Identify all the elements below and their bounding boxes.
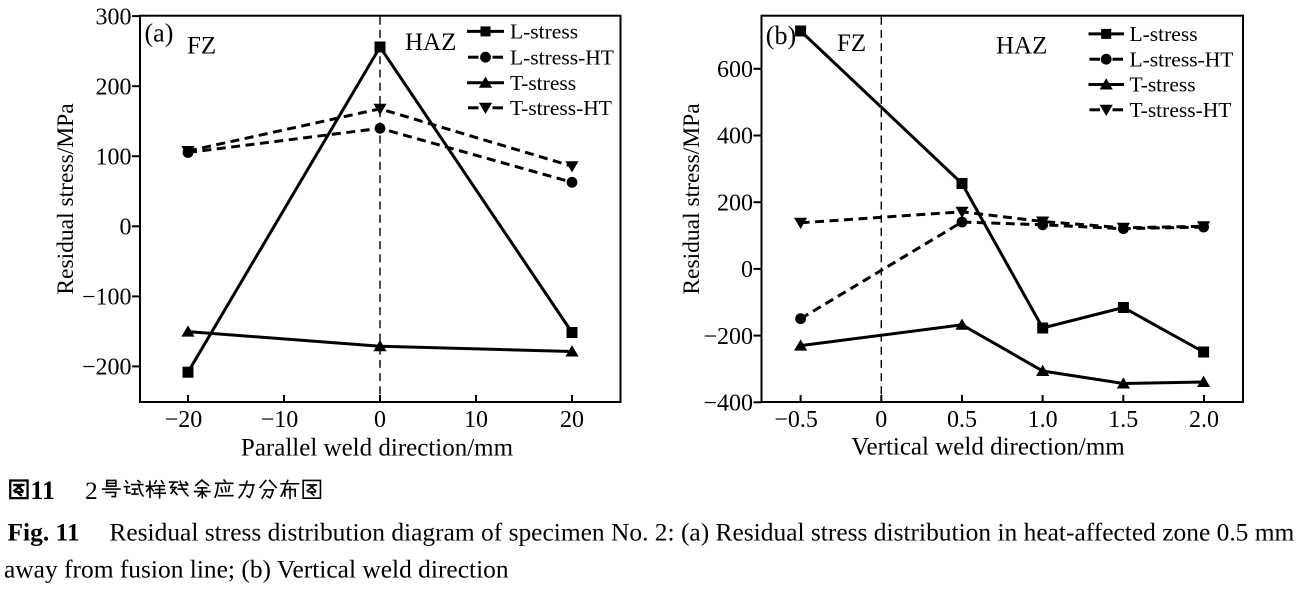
svg-text:1.0: 1.0 — [1028, 407, 1058, 433]
svg-text:200: 200 — [96, 74, 132, 100]
svg-text:11: 11 — [30, 476, 55, 505]
svg-text:2.0: 2.0 — [1189, 407, 1219, 433]
svg-text:Vertical weld direction/mm: Vertical weld direction/mm — [851, 434, 1125, 461]
svg-text:HAZ: HAZ — [405, 29, 456, 56]
svg-text:FZ: FZ — [187, 33, 216, 60]
svg-text:Residual stress/MPa: Residual stress/MPa — [679, 103, 705, 295]
svg-text:2: 2 — [85, 476, 98, 505]
svg-text:−10: −10 — [261, 407, 299, 433]
svg-text:0: 0 — [741, 257, 753, 283]
svg-text:L-stress: L-stress — [510, 20, 578, 44]
svg-text:0: 0 — [374, 407, 386, 433]
svg-text:FZ: FZ — [837, 30, 866, 57]
svg-text:10: 10 — [464, 407, 488, 433]
svg-text:−200: −200 — [82, 355, 132, 381]
svg-text:−100: −100 — [82, 285, 132, 311]
svg-text:600: 600 — [717, 57, 753, 83]
svg-text:(b): (b) — [766, 21, 796, 50]
svg-text:L-stress: L-stress — [1130, 22, 1198, 46]
svg-text:200: 200 — [717, 190, 753, 216]
svg-text:T-stress: T-stress — [1130, 73, 1196, 97]
svg-text:300: 300 — [96, 4, 132, 30]
svg-text:400: 400 — [717, 124, 753, 150]
svg-text:0: 0 — [875, 407, 887, 433]
svg-text:1.5: 1.5 — [1108, 407, 1138, 433]
svg-text:Residual stress/MPa: Residual stress/MPa — [53, 103, 79, 295]
svg-text:L-stress-HT: L-stress-HT — [1130, 47, 1234, 71]
svg-text:T-stress-HT: T-stress-HT — [510, 96, 612, 120]
svg-text:away from fusion line; (b) Ver: away from fusion line; (b) Vertical weld… — [4, 554, 509, 583]
svg-text:T-stress-HT: T-stress-HT — [1130, 98, 1232, 122]
svg-text:−20: −20 — [165, 407, 203, 433]
svg-text:−400: −400 — [703, 391, 753, 417]
svg-text:Parallel weld direction/mm: Parallel weld direction/mm — [241, 435, 514, 462]
svg-text:100: 100 — [96, 144, 132, 170]
svg-text:L-stress-HT: L-stress-HT — [510, 45, 614, 69]
svg-text:0: 0 — [120, 215, 132, 241]
svg-text:20: 20 — [560, 407, 584, 433]
svg-text:HAZ: HAZ — [996, 33, 1047, 60]
svg-text:T-stress: T-stress — [510, 71, 576, 95]
svg-text:−200: −200 — [703, 324, 753, 350]
svg-text:(a): (a) — [145, 19, 174, 48]
svg-text:0.5: 0.5 — [947, 407, 977, 433]
svg-text:−0.5: −0.5 — [774, 407, 818, 433]
